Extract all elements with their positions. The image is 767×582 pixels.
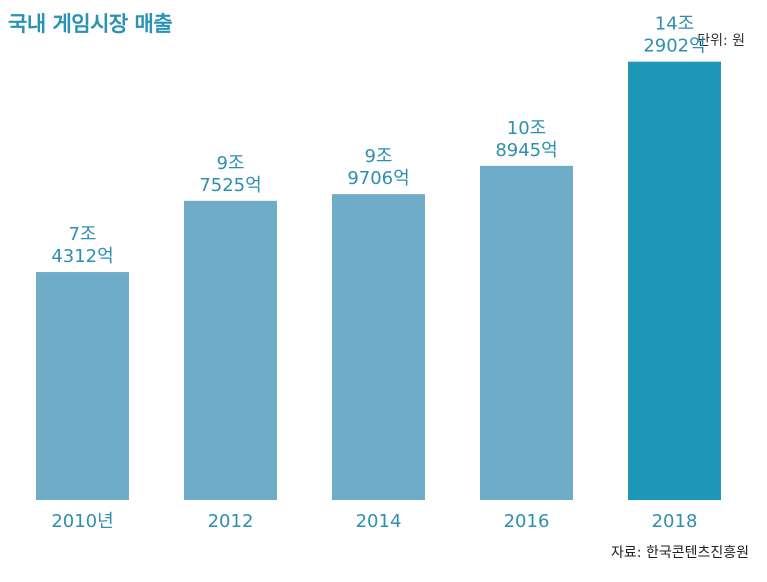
- data-label-2-1: 9706억: [347, 168, 409, 189]
- data-label-1-1: 7525억: [199, 175, 261, 196]
- data-label-4-0: 14조: [655, 14, 694, 35]
- bar-3: [480, 165, 573, 501]
- data-label-3-0: 10조: [507, 118, 546, 139]
- data-label-0-0: 7조: [68, 224, 96, 245]
- bar-1: [184, 200, 277, 500]
- x-tick-label-1: 2012: [208, 511, 254, 532]
- source-note: 자료: 한국콘텐츠진흥원: [611, 545, 749, 561]
- bar-0: [36, 272, 129, 500]
- data-label-3-1: 8945억: [495, 140, 557, 161]
- unit-note: 단위: 원: [697, 33, 745, 49]
- x-tick-label-2: 2014: [356, 511, 402, 532]
- x-tick-label-4: 2018: [652, 511, 698, 532]
- data-label-0-1: 4312억: [51, 246, 113, 267]
- data-label-1-0: 9조: [216, 153, 244, 174]
- x-tick-label-0: 2010년: [51, 511, 113, 532]
- x-tick-label-3: 2016: [504, 511, 550, 532]
- bar-4: [628, 61, 721, 501]
- chart-title: 국내 게임시장 매출: [8, 12, 173, 36]
- data-label-2-0: 9조: [364, 146, 392, 167]
- bar-2: [332, 194, 425, 500]
- data-label-4-1: 2902억: [643, 36, 705, 57]
